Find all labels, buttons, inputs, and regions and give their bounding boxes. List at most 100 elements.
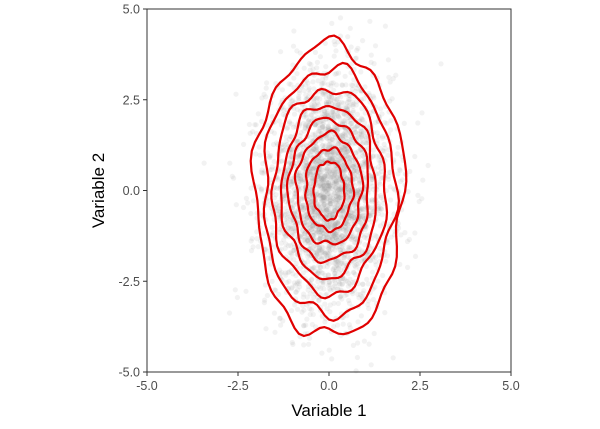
scatter-point [302,123,309,129]
scatter-point [350,291,356,297]
scatter-point [357,178,363,184]
scatter-point [322,165,328,171]
scatter-point [319,176,325,182]
scatter-point [352,129,359,136]
scatter-point [248,248,255,254]
scatter-point [317,96,323,102]
x-tick-label: 2.5 [411,379,428,393]
scatter-point [299,203,305,209]
scatter-point [311,264,317,270]
scatter-point [321,201,327,208]
scatter-point [255,244,261,250]
scatter-point [316,247,322,253]
scatter-point [313,103,319,109]
scatter-point [344,149,350,155]
scatter-point [334,97,340,103]
scatter-point [327,247,333,253]
scatter-point [343,131,349,137]
scatter-point [325,99,332,105]
scatter-point [331,189,337,195]
scatter-point [323,64,329,70]
scatter-point [401,120,407,126]
scatter-point [394,151,400,157]
scatter-point [294,106,300,113]
scatter-point [377,181,383,187]
scatter-point [290,43,297,49]
scatter-point [295,173,301,179]
scatter-point [292,302,298,308]
scatter-point [303,122,309,128]
scatter-point [324,179,330,185]
scatter-point [318,256,324,263]
scatter-point [293,260,299,267]
scatter-point [309,165,316,171]
scatter-point [321,80,327,86]
scatter-point [371,330,377,337]
scatter-point [356,181,362,187]
scatter-point [330,183,336,189]
scatter-point [320,206,326,212]
scatter-point [320,175,326,181]
scatter-point [329,211,336,217]
scatter-point [337,155,343,162]
scatter-point [320,177,326,183]
scatter-point [332,219,338,225]
scatter-point [261,230,267,237]
scatter-point [319,227,325,233]
scatter-point [341,174,348,180]
scatter-point [353,236,359,242]
scatter-point [341,112,347,118]
scatter-point [355,319,361,325]
scatter-point [366,305,372,311]
scatter-point [276,118,282,124]
scatter-point [294,173,301,179]
scatter-point [281,237,287,243]
scatter-point [412,230,418,236]
scatter-point [326,279,332,286]
scatter-point [285,269,291,276]
scatter-point [344,226,350,232]
scatter-point [310,170,316,176]
scatter-point [295,306,301,312]
scatter-point [320,230,326,236]
scatter-point [364,276,370,282]
scatter-point [319,350,325,356]
scatter-point [359,160,365,166]
scatter-point [322,201,328,207]
scatter-point [280,318,286,324]
scatter-point [350,279,356,286]
scatter-point [330,287,337,293]
scatter-point [269,114,275,120]
scatter-point [352,239,358,245]
scatter-point [245,200,251,206]
scatter-point [336,195,342,201]
scatter-point [347,25,353,31]
scatter-point [316,128,322,134]
scatter-point [358,221,364,227]
scatter-point [346,159,352,165]
scatter-point [359,131,365,138]
scatter-point [329,109,335,115]
scatter-point [331,114,338,120]
scatter-point [308,199,314,205]
scatter-point [316,229,322,235]
scatter-point [296,90,302,96]
scatter-point [271,195,277,201]
scatter-point [346,132,352,138]
scatter-point [385,239,391,246]
scatter-point [376,201,382,207]
scatter-point [348,120,354,127]
scatter-point [264,80,270,86]
scatter-point [340,133,346,139]
scatter-point [328,80,334,86]
scatter-point [314,65,320,71]
scatter-point [331,137,337,143]
scatter-points [201,15,444,374]
scatter-point [367,212,373,218]
scatter-point [325,173,331,179]
scatter-point [354,188,361,194]
scatter-point [305,254,311,260]
x-axis-title: Variable 1 [291,401,366,420]
scatter-point [341,100,347,106]
scatter-point [352,200,358,207]
